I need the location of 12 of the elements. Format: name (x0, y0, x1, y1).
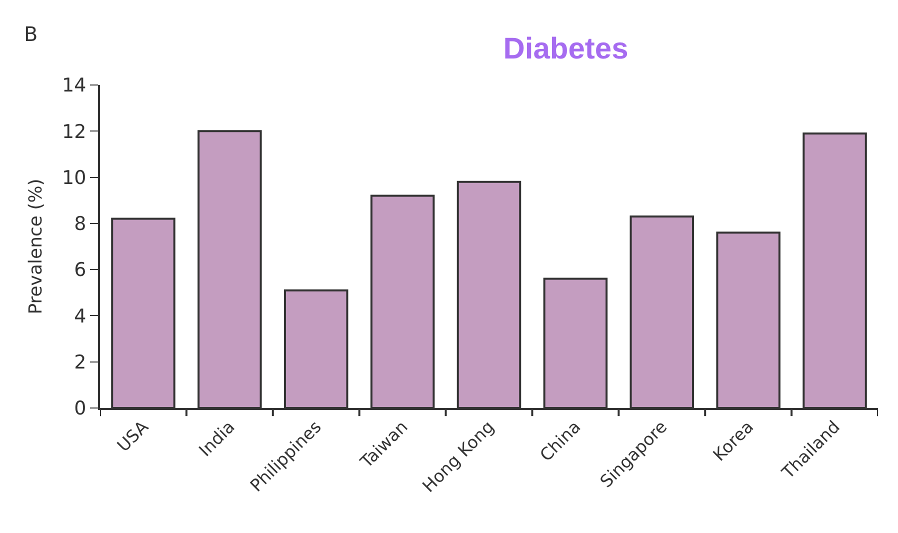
y-tick-label: 2 (74, 352, 86, 374)
y-tick-label: 10 (62, 166, 86, 189)
y-tick-label: 4 (74, 305, 86, 328)
x-tick-label: USA (114, 417, 154, 456)
y-tick-label: 14 (62, 74, 86, 97)
chart-title: Diabetes (503, 32, 628, 66)
y-tick-label: 0 (74, 398, 86, 420)
text: B (24, 22, 38, 46)
y-tick-label: 8 (74, 213, 86, 236)
y-axis-title: Prevalence (%) (26, 178, 47, 314)
y-tick-label: 6 (74, 259, 86, 282)
y-tick-label: 12 (62, 120, 86, 143)
